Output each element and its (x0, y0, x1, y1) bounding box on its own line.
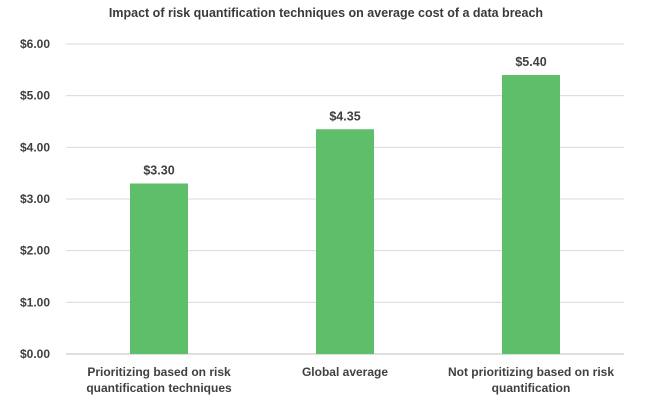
y-tick-label: $1.00 (20, 295, 50, 309)
x-category-label: Not prioritizing based on risk quantifica… (448, 365, 614, 395)
y-tick-label: $0.00 (20, 347, 50, 361)
x-category-label: Global average (302, 365, 388, 379)
bar (316, 129, 374, 354)
y-tick-label: $3.00 (20, 192, 50, 206)
x-category-label: Prioritizing based on risk quantification… (86, 365, 232, 395)
y-tick-label: $2.00 (20, 244, 50, 258)
y-tick-label: $6.00 (20, 37, 50, 51)
data-label: $3.30 (143, 164, 174, 178)
x-axis-category-labels: Prioritizing based on risk quantification… (86, 365, 614, 395)
bar (502, 75, 560, 354)
y-tick-label: $5.00 (20, 89, 50, 103)
y-axis-tick-labels: $0.00 $1.00 $2.00 $3.00 $4.00 $5.00 $6.00 (20, 37, 50, 361)
bars (130, 75, 560, 354)
data-label: $5.40 (515, 55, 546, 69)
bar (130, 183, 188, 354)
data-label: $4.35 (329, 109, 360, 123)
y-tick-label: $4.00 (20, 140, 50, 154)
chart-title: Impact of risk quantification techniques… (109, 6, 543, 20)
data-labels: $3.30 $4.35 $5.40 (143, 55, 546, 178)
